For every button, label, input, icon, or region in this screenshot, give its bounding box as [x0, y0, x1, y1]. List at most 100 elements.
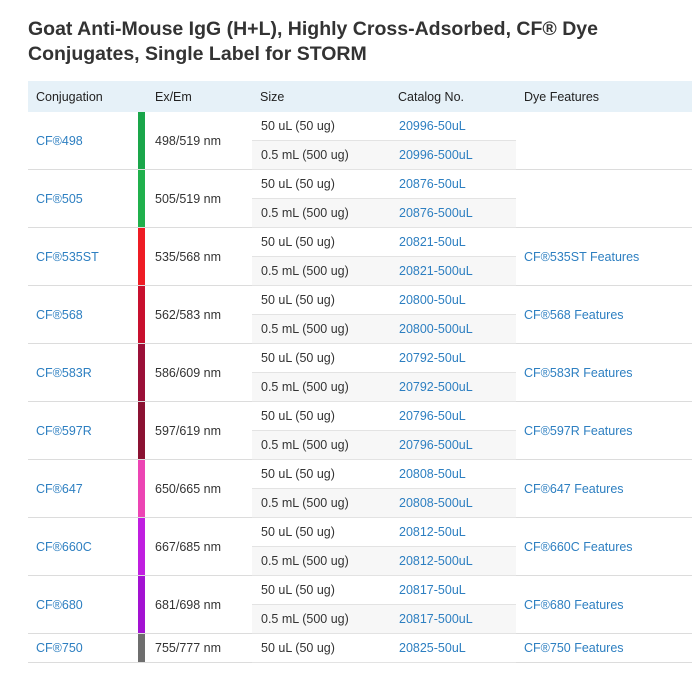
- conjugation-link[interactable]: CF®505: [36, 191, 83, 206]
- catalog-cell: 20876-50uL: [390, 169, 516, 199]
- size-cell: 0.5 mL (500 ug): [252, 488, 390, 518]
- table-row: CF®647 650/665 nm 50 uL (50 ug) 20808-50uL C…: [28, 459, 692, 518]
- dye-color-swatch: [138, 518, 145, 575]
- exem-cell: 667/685 nm: [145, 517, 252, 576]
- catalog-link[interactable]: 20996-50uL: [399, 119, 466, 133]
- conjugation-link[interactable]: CF®597R: [36, 423, 92, 438]
- conjugation-link[interactable]: CF®750: [36, 641, 83, 655]
- catalog-link[interactable]: 20876-50uL: [399, 177, 466, 191]
- catalog-link[interactable]: 20812-500uL: [399, 554, 473, 568]
- exem-cell: 498/519 nm: [145, 112, 252, 170]
- conjugation-cell: CF®750: [28, 633, 138, 663]
- exem-value: 597/619 nm: [155, 423, 222, 438]
- conjugation-link[interactable]: CF®535ST: [36, 249, 99, 264]
- conjugation-link[interactable]: CF®583R: [36, 365, 92, 380]
- catalog-cell: 20796-50uL: [390, 401, 516, 431]
- conjugation-link[interactable]: CF®680: [36, 597, 83, 612]
- size-cell: 0.5 mL (500 ug): [252, 314, 390, 344]
- exem-value: 498/519 nm: [155, 133, 222, 148]
- catalog-link[interactable]: 20876-500uL: [399, 206, 473, 220]
- conjugation-link[interactable]: CF®660C: [36, 539, 92, 554]
- conjugation-link[interactable]: CF®647: [36, 481, 83, 496]
- table-row: 0.5 mL (500 ug) 20792-500uL: [28, 372, 692, 402]
- exem-cell: 562/583 nm: [145, 285, 252, 344]
- catalog-link[interactable]: 20792-500uL: [399, 380, 473, 394]
- catalog-link[interactable]: 20817-500uL: [399, 612, 473, 626]
- dye-features-link[interactable]: CF®680 Features: [524, 597, 624, 612]
- exem-cell: 650/665 nm: [145, 459, 252, 518]
- exem-cell: 755/777 nm: [145, 633, 252, 663]
- size-cell: 0.5 mL (500 ug): [252, 198, 390, 228]
- table-row: 0.5 mL (500 ug) 20817-500uL: [28, 604, 692, 634]
- size-cell: 0.5 mL (500 ug): [252, 546, 390, 576]
- size-cell: 50 uL (50 ug): [252, 343, 390, 373]
- catalog-link[interactable]: 20996-500uL: [399, 148, 473, 162]
- table-row: 0.5 mL (500 ug) 20796-500uL: [28, 430, 692, 460]
- header-conjugation: Conjugation: [28, 81, 138, 112]
- table-row: 0.5 mL (500 ug) 20808-500uL: [28, 488, 692, 518]
- dye-features-cell: [516, 169, 692, 228]
- exem-value: 562/583 nm: [155, 307, 222, 322]
- dye-features-link[interactable]: CF®597R Features: [524, 423, 633, 438]
- dye-features-cell: [516, 112, 692, 170]
- catalog-cell: 20792-500uL: [390, 372, 516, 402]
- dye-features-cell: CF®647 Features: [516, 459, 692, 518]
- dye-features-cell: CF®535ST Features: [516, 227, 692, 286]
- catalog-link[interactable]: 20825-50uL: [399, 641, 466, 655]
- table-row: 0.5 mL (500 ug) 20876-500uL: [28, 198, 692, 228]
- dye-features-cell: CF®680 Features: [516, 575, 692, 634]
- conjugation-link[interactable]: CF®568: [36, 307, 83, 322]
- dye-color-bar-cell: [138, 169, 145, 228]
- table-body: CF®498 498/519 nm 50 uL (50 ug) 20996-50uL 0…: [28, 112, 692, 663]
- catalog-cell: 20796-500uL: [390, 430, 516, 460]
- size-cell: 50 uL (50 ug): [252, 285, 390, 315]
- catalog-link[interactable]: 20796-50uL: [399, 409, 466, 423]
- catalog-cell: 20812-50uL: [390, 517, 516, 547]
- dye-features-link[interactable]: CF®568 Features: [524, 307, 624, 322]
- dye-features-link[interactable]: CF®660C Features: [524, 539, 633, 554]
- dye-features-cell: CF®750 Features: [516, 633, 692, 663]
- exem-cell: 597/619 nm: [145, 401, 252, 460]
- dye-features-link[interactable]: CF®647 Features: [524, 481, 624, 496]
- catalog-cell: 20821-500uL: [390, 256, 516, 286]
- dye-color-swatch: [138, 402, 145, 459]
- catalog-link[interactable]: 20821-500uL: [399, 264, 473, 278]
- catalog-cell: 20996-50uL: [390, 112, 516, 141]
- exem-cell: 505/519 nm: [145, 169, 252, 228]
- catalog-cell: 20817-500uL: [390, 604, 516, 634]
- table-row: CF®535ST 535/568 nm 50 uL (50 ug) 20821-50u…: [28, 227, 692, 286]
- catalog-link[interactable]: 20808-500uL: [399, 496, 473, 510]
- table-row: CF®680 681/698 nm 50 uL (50 ug) 20817-50uL C…: [28, 575, 692, 634]
- conjugation-link[interactable]: CF®498: [36, 133, 83, 148]
- catalog-link[interactable]: 20800-500uL: [399, 322, 473, 336]
- catalog-cell: 20817-50uL: [390, 575, 516, 605]
- dye-color-bar-cell: [138, 227, 145, 286]
- catalog-link[interactable]: 20821-50uL: [399, 235, 466, 249]
- dye-color-bar-cell: [138, 112, 145, 170]
- catalog-link[interactable]: 20792-50uL: [399, 351, 466, 365]
- exem-cell: 681/698 nm: [145, 575, 252, 634]
- catalog-link[interactable]: 20796-500uL: [399, 438, 473, 452]
- dye-features-cell: CF®568 Features: [516, 285, 692, 344]
- catalog-link[interactable]: 20808-50uL: [399, 467, 466, 481]
- dye-features-link[interactable]: CF®750 Features: [524, 641, 624, 655]
- catalog-cell: 20876-500uL: [390, 198, 516, 228]
- table-row: CF®750 755/777 nm 50 uL (50 ug) 20825-50uL C…: [28, 633, 692, 663]
- size-cell: 50 uL (50 ug): [252, 633, 390, 663]
- dye-features-link[interactable]: CF®535ST Features: [524, 249, 640, 264]
- catalog-link[interactable]: 20817-50uL: [399, 583, 466, 597]
- exem-value: 755/777 nm: [155, 641, 222, 655]
- catalog-link[interactable]: 20800-50uL: [399, 293, 466, 307]
- table-row: CF®660C 667/685 nm 50 uL (50 ug) 20812-50uL…: [28, 517, 692, 576]
- catalog-cell: 20996-500uL: [390, 140, 516, 170]
- conjugation-cell: CF®535ST: [28, 227, 138, 286]
- dye-features-link[interactable]: CF®583R Features: [524, 365, 633, 380]
- catalog-cell: 20800-500uL: [390, 314, 516, 344]
- size-cell: 0.5 mL (500 ug): [252, 256, 390, 286]
- catalog-link[interactable]: 20812-50uL: [399, 525, 466, 539]
- catalog-cell: 20808-500uL: [390, 488, 516, 518]
- catalog-cell: 20800-50uL: [390, 285, 516, 315]
- dye-features-cell: CF®583R Features: [516, 343, 692, 402]
- table-row: 0.5 mL (500 ug) 20821-500uL: [28, 256, 692, 286]
- size-cell: 50 uL (50 ug): [252, 401, 390, 431]
